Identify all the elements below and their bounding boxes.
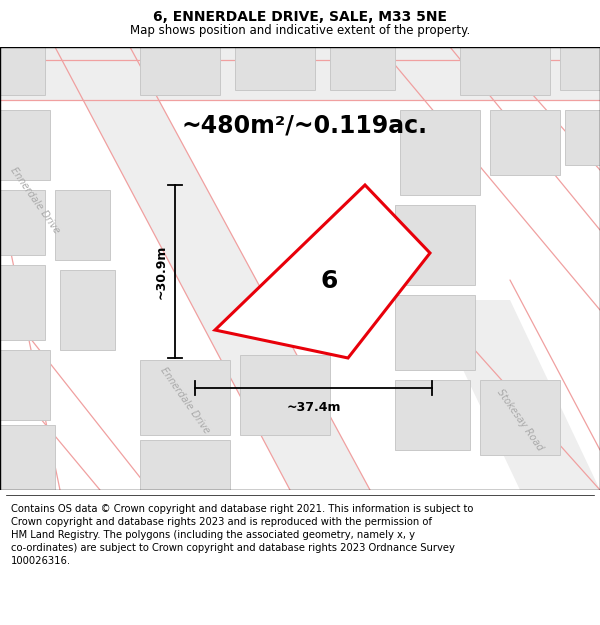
Polygon shape: [330, 47, 395, 90]
Polygon shape: [565, 110, 600, 165]
Polygon shape: [0, 110, 50, 180]
Polygon shape: [0, 190, 45, 255]
Polygon shape: [0, 425, 55, 490]
Text: Ennerdale Drive: Ennerdale Drive: [158, 365, 212, 435]
Polygon shape: [0, 265, 45, 340]
Polygon shape: [140, 47, 220, 95]
Polygon shape: [140, 440, 230, 490]
Text: 6: 6: [321, 269, 338, 294]
Text: ~480m²/~0.119ac.: ~480m²/~0.119ac.: [182, 113, 428, 137]
Text: ~30.9m: ~30.9m: [155, 244, 167, 299]
Polygon shape: [0, 350, 50, 420]
Polygon shape: [395, 380, 470, 450]
Text: ~37.4m: ~37.4m: [286, 401, 341, 414]
Polygon shape: [395, 295, 475, 370]
Polygon shape: [430, 300, 600, 490]
Polygon shape: [55, 190, 110, 260]
Polygon shape: [400, 110, 480, 195]
Polygon shape: [140, 360, 230, 435]
Text: Map shows position and indicative extent of the property.: Map shows position and indicative extent…: [130, 24, 470, 37]
Text: Stokesay Road: Stokesay Road: [495, 388, 545, 452]
Text: 6, ENNERDALE DRIVE, SALE, M33 5NE: 6, ENNERDALE DRIVE, SALE, M33 5NE: [153, 11, 447, 24]
Polygon shape: [560, 47, 600, 90]
Polygon shape: [60, 270, 115, 350]
Polygon shape: [0, 47, 45, 95]
Polygon shape: [480, 380, 560, 455]
Polygon shape: [0, 47, 600, 100]
Polygon shape: [240, 355, 330, 435]
Polygon shape: [215, 185, 430, 358]
Text: Ennerdale Drive: Ennerdale Drive: [8, 165, 62, 235]
Polygon shape: [235, 47, 315, 90]
Text: Contains OS data © Crown copyright and database right 2021. This information is : Contains OS data © Crown copyright and d…: [11, 504, 473, 566]
Polygon shape: [460, 47, 550, 95]
Polygon shape: [395, 205, 475, 285]
Polygon shape: [490, 110, 560, 175]
Polygon shape: [55, 47, 370, 490]
